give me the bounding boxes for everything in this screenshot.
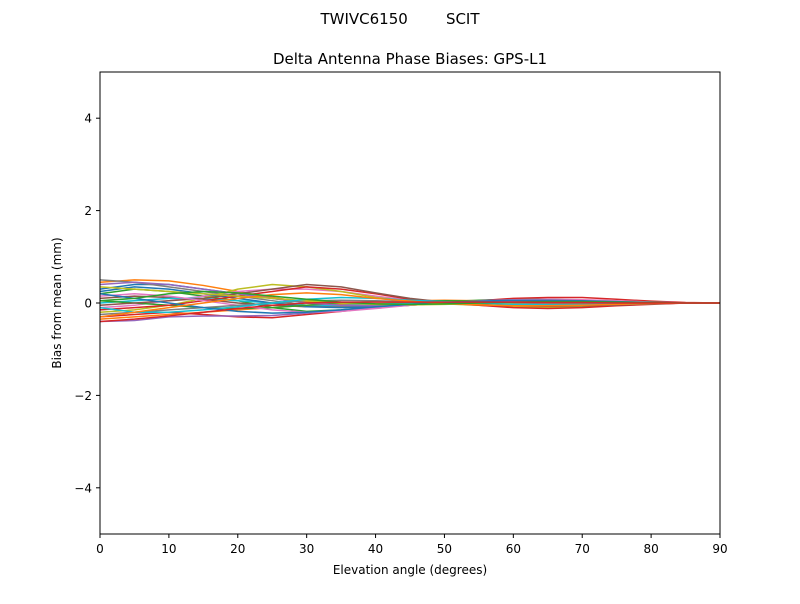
series-line-azimuth-210 xyxy=(100,292,720,318)
y-axis: −4 −2 0 2 4 xyxy=(74,112,100,495)
x-tick-label: 70 xyxy=(575,542,590,556)
x-axis: 0 10 20 30 40 50 60 70 80 90 xyxy=(96,534,728,556)
x-tick-label: 30 xyxy=(299,542,314,556)
y-axis-label: Bias from mean (mm) xyxy=(50,237,64,368)
y-tick-label: −2 xyxy=(74,389,92,403)
x-tick-label: 20 xyxy=(230,542,245,556)
chart-suptitle: TWIVC6150 SCIT xyxy=(319,10,480,28)
x-tick-label: 50 xyxy=(437,542,452,556)
x-tick-label: 10 xyxy=(161,542,176,556)
x-tick-label: 60 xyxy=(506,542,521,556)
series-layer xyxy=(100,279,720,323)
x-tick-label: 80 xyxy=(643,542,658,556)
y-tick-label: −4 xyxy=(74,481,92,495)
x-tick-label: 0 xyxy=(96,542,104,556)
series-line-azimuth-220 xyxy=(100,290,720,306)
y-tick-label: 0 xyxy=(84,297,92,311)
chart-title: Delta Antenna Phase Biases: GPS-L1 xyxy=(273,50,547,68)
y-tick-label: 2 xyxy=(84,204,92,218)
y-tick-label: 4 xyxy=(84,112,92,126)
x-tick-label: 90 xyxy=(712,542,727,556)
x-axis-label: Elevation angle (degrees) xyxy=(333,563,487,577)
x-tick-label: 40 xyxy=(368,542,383,556)
series-line-azimuth-230 xyxy=(100,301,720,323)
